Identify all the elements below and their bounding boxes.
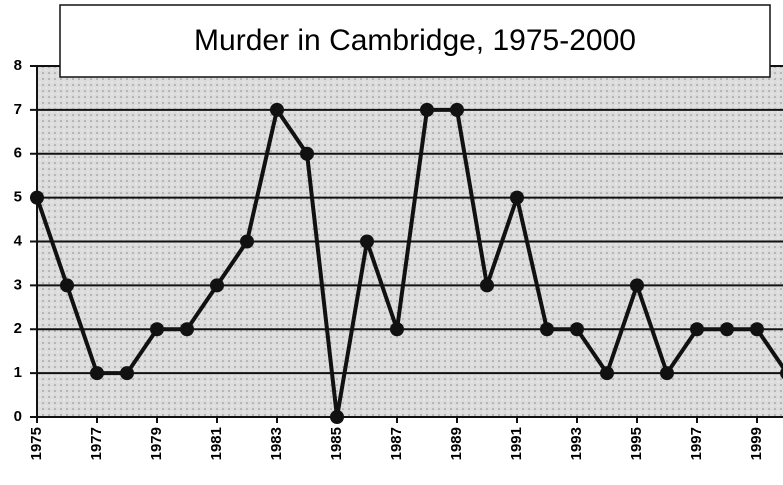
y-tick-label: 3 [14, 276, 22, 293]
data-point [780, 367, 783, 379]
data-point [300, 146, 314, 161]
y-tick-label: 6 [14, 145, 22, 162]
data-point [600, 366, 614, 381]
data-point [540, 322, 554, 337]
y-tick-label: 2 [14, 320, 22, 337]
chart-title: Murder in Cambridge, 1975-2000 [194, 24, 636, 57]
data-point [270, 102, 284, 117]
x-tick-label: 1977 [88, 427, 105, 460]
data-point [510, 190, 524, 205]
data-point [720, 322, 734, 337]
data-point [630, 278, 644, 293]
data-point [60, 278, 74, 293]
x-tick-label: 1981 [208, 427, 225, 460]
data-point [180, 322, 194, 337]
x-tick-label: 1985 [328, 427, 345, 460]
x-tick-label: 1975 [28, 427, 45, 460]
data-point [210, 278, 224, 293]
data-point [480, 278, 494, 293]
x-tick-label: 1993 [568, 427, 585, 460]
y-tick-label: 1 [14, 364, 22, 381]
x-tick-label: 1987 [388, 427, 405, 460]
data-point [390, 322, 404, 337]
y-tick-label: 5 [14, 189, 22, 206]
data-point [30, 190, 44, 205]
data-point [330, 410, 344, 424]
x-tick-label: 1995 [628, 427, 645, 460]
data-point [660, 366, 674, 381]
data-point [120, 366, 134, 381]
x-tick-label: 1979 [148, 427, 165, 460]
data-point [150, 322, 164, 337]
x-tick-label: 1991 [508, 427, 525, 460]
y-tick-label: 4 [14, 232, 23, 249]
data-point [570, 322, 584, 337]
x-tick-label: 1997 [688, 427, 705, 460]
data-point [690, 322, 704, 337]
x-tick-label: 1989 [448, 427, 465, 460]
data-point [240, 234, 254, 249]
data-point [360, 234, 374, 249]
y-tick-label: 8 [14, 57, 22, 74]
data-point [450, 102, 464, 117]
y-tick-label: 0 [14, 408, 22, 425]
data-point [90, 366, 104, 381]
y-tick-label: 7 [14, 101, 22, 118]
data-point [750, 322, 764, 337]
x-tick-label: 1999 [748, 427, 765, 460]
title-box [59, 4, 771, 78]
data-point [420, 102, 434, 117]
x-tick-label: 1983 [268, 427, 285, 460]
